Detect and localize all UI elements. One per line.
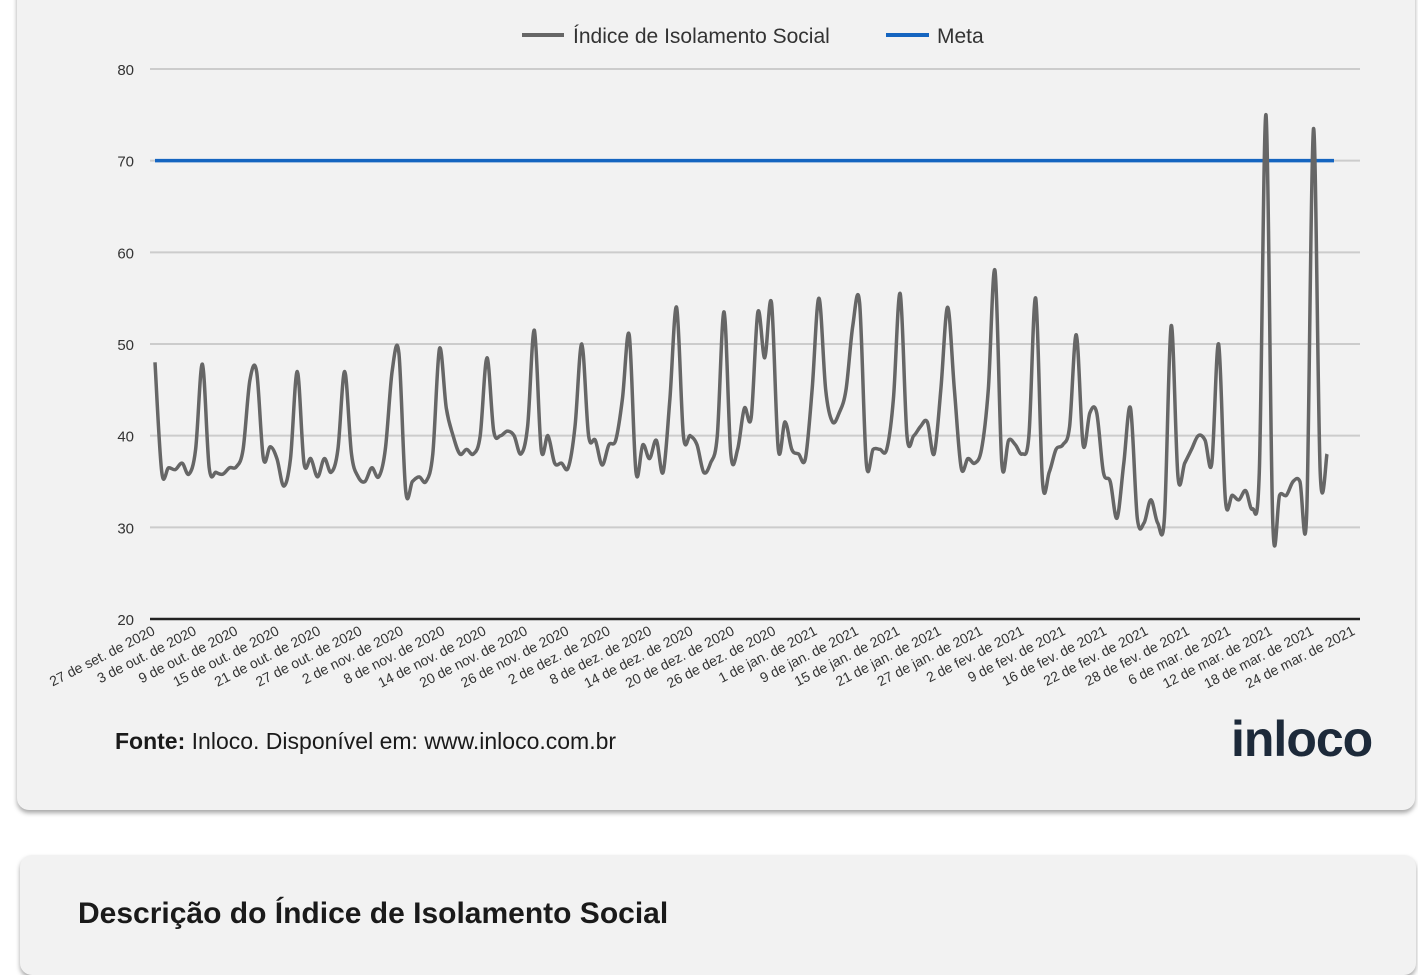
y-tick-label: 50 [117,337,134,354]
description-title: Descrição do Índice de Isolamento Social [78,897,669,930]
y-tick-label: 20 [117,612,134,629]
description-card: Descrição do Índice de Isolamento Social [20,855,1416,975]
y-tick-label: 70 [117,154,134,171]
chart-card: 20 30 40 50 60 70 80 27 de set. de 2020 3 de out… [17,0,1415,810]
legend-label-isolamento: Índice de Isolamento Social [573,25,830,48]
source-text: Inloco. Disponível em: www.inloco.com.br [185,728,617,754]
y-tick-label: 80 [117,62,134,79]
series-line-isolamento [153,113,1329,548]
legend-label-meta: Meta [937,25,984,48]
source-prefix: Fonte: [115,728,186,754]
y-tick-label: 30 [117,520,134,537]
inloco-logo: inloco [1231,711,1373,767]
source-note: Fonte: Inloco. Disponível em: www.inloco… [115,728,616,755]
y-tick-label: 60 [117,245,134,262]
y-tick-label: 40 [117,429,134,446]
